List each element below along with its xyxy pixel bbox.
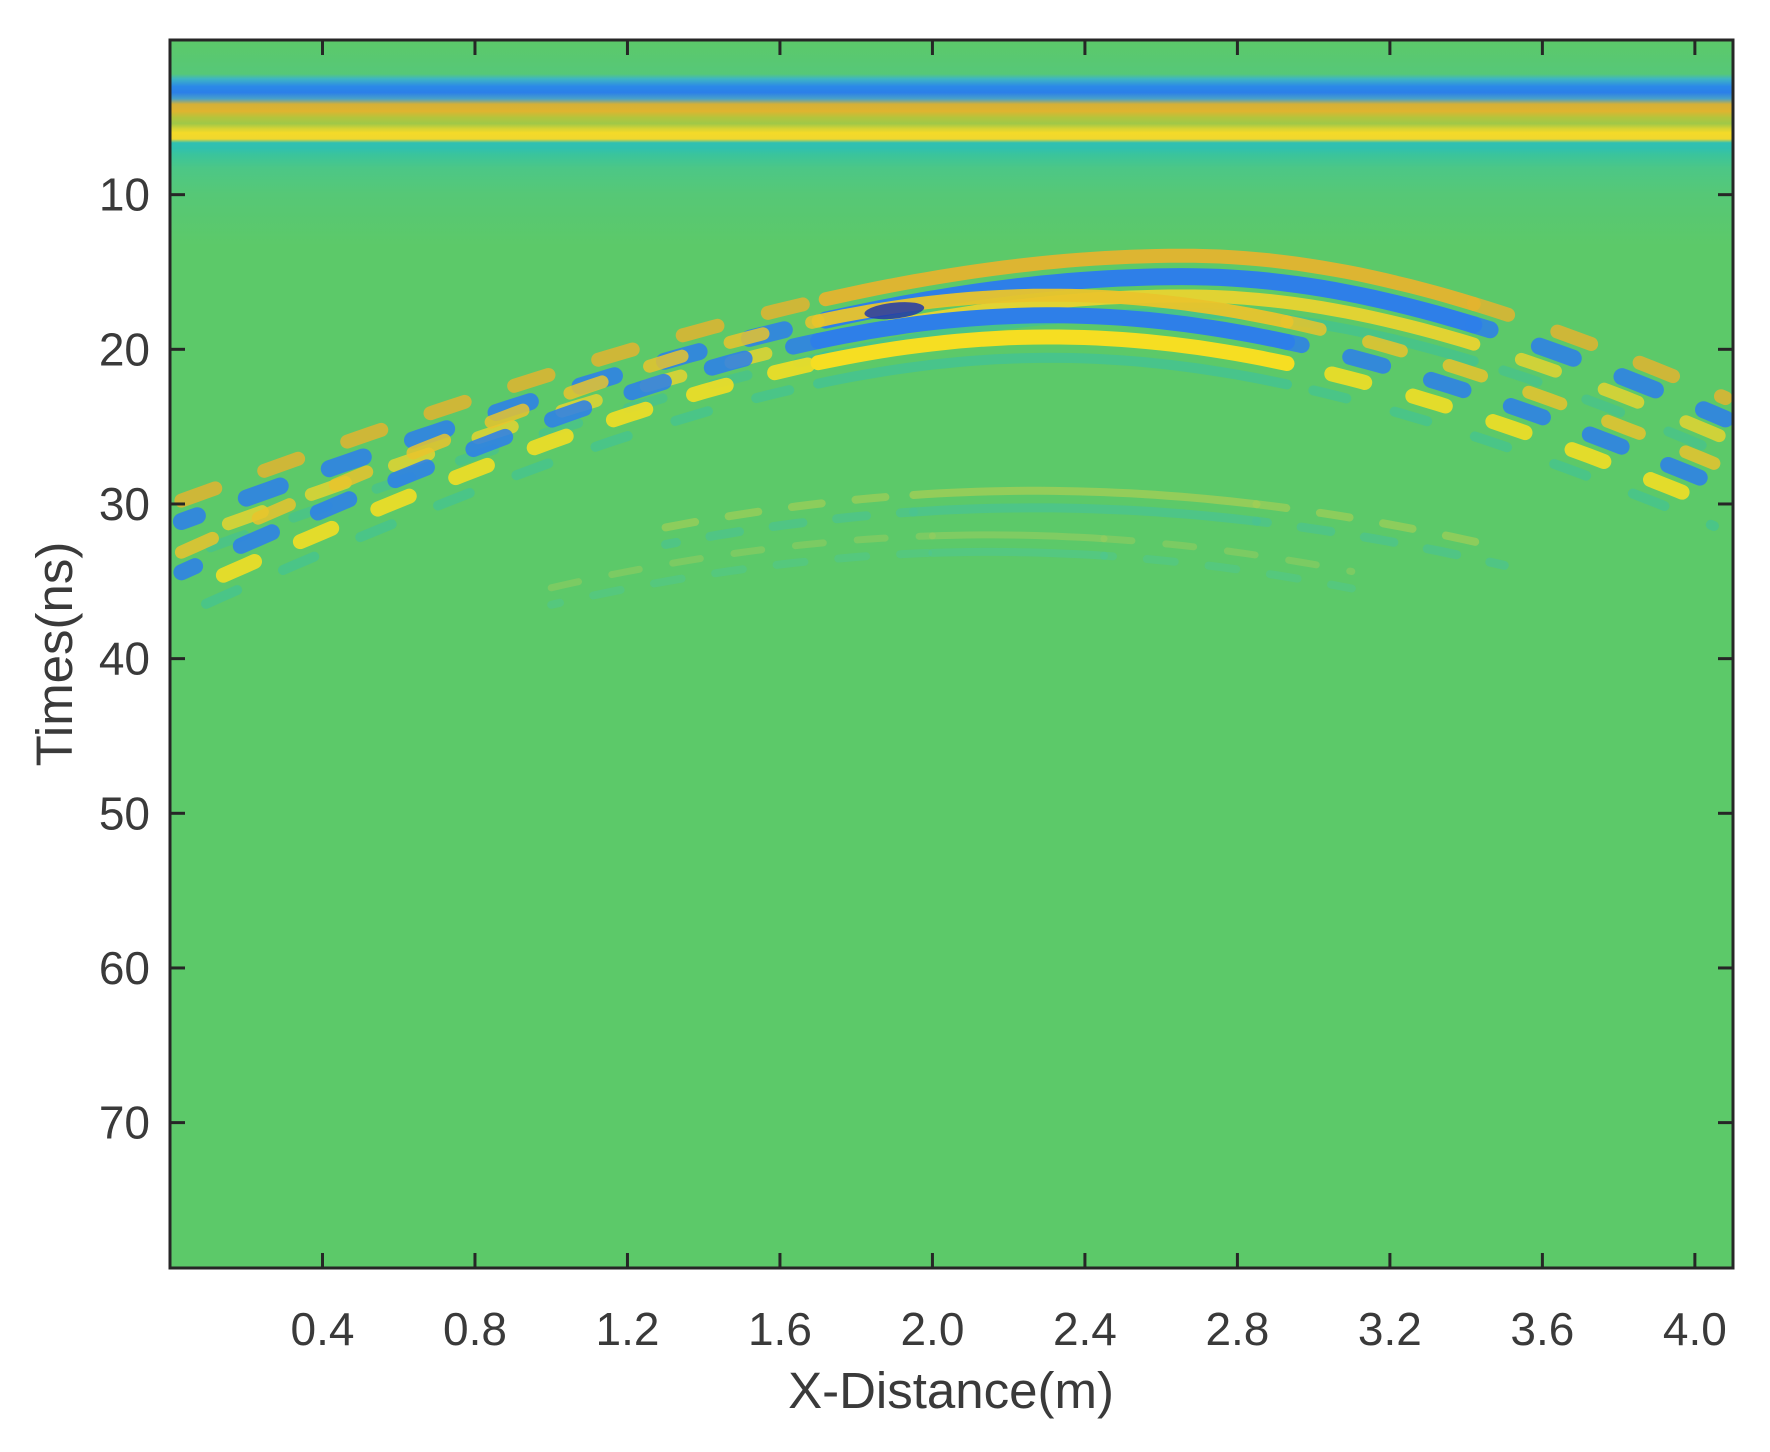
- x-tick-label: 1.6: [748, 1303, 812, 1355]
- primary-diffraction-wavelet-layer: [1467, 337, 1732, 445]
- primary-diffraction-wavelet-layer: [818, 248, 1481, 311]
- secondary-diffraction-wavelet-layer: [1280, 315, 1721, 470]
- axes-border: [168, 38, 1735, 1270]
- x-tick-label: 3.6: [1510, 1303, 1574, 1355]
- primary-diffraction-wavelet-layer: [174, 292, 833, 508]
- ghost-arc-2: [547, 531, 1356, 609]
- x-axis-title: X-Distance(m): [788, 1362, 1114, 1419]
- ghost-arc-2-wavelet-layer: [1100, 551, 1356, 593]
- secondary-diffraction-wavelet-layer: [173, 333, 827, 581]
- secondary-diffraction-wavelet-layer: [810, 307, 1295, 350]
- secondary-diffraction-wavelet-layer: [810, 329, 1295, 371]
- x-tick-label: 0.8: [443, 1303, 507, 1355]
- y-tick-label: 50: [99, 787, 150, 839]
- ghost-arc-1-wavelet-layer: [1252, 516, 1509, 570]
- secondary-diffraction-wavelet-layer: [1282, 379, 1719, 531]
- ghost-arc-1-wavelet-layer: [908, 503, 1261, 526]
- ghost-arc-2-wavelet-layer: [547, 548, 937, 609]
- primary-diffraction-wavelet-layer: [1468, 356, 1731, 461]
- secondary-diffraction-wavelet-layer: [173, 355, 826, 602]
- secondary-diffraction-wavelet-layer: [174, 314, 825, 559]
- secondary-diffraction-wavelet-layer: [1279, 356, 1722, 513]
- y-tick-label: 60: [99, 942, 150, 994]
- ghost-arc-1: [661, 486, 1509, 570]
- secondary-diffraction-wavelet-layer: [176, 378, 824, 620]
- ghost-arc-2-wavelet-layer: [1100, 535, 1356, 575]
- x-tick-label: 4.0: [1663, 1303, 1727, 1355]
- primary-diffraction-wavelet-layer: [172, 311, 835, 530]
- x-tick-label: 0.4: [291, 1303, 355, 1355]
- x-tick-label: 3.2: [1358, 1303, 1422, 1355]
- hyperbola-crossing-spot: [864, 302, 925, 320]
- ghost-arc-2-wavelet-layer: [928, 531, 1108, 543]
- y-tick-label: 30: [99, 478, 150, 530]
- ghost-arc-1-wavelet-layer: [909, 486, 1261, 509]
- x-tick-label: 2.0: [900, 1303, 964, 1355]
- y-tick-label: 20: [99, 323, 150, 375]
- plot-content: [170, 40, 1733, 620]
- y-tick-label: 10: [99, 169, 150, 221]
- y-tick-label: 70: [99, 1097, 150, 1149]
- ghost-arc-1-wavelet-layer: [661, 507, 918, 549]
- ghost-arc-2-wavelet-layer: [928, 547, 1108, 560]
- ghost-arc-1-wavelet-layer: [661, 491, 918, 532]
- y-tick-label: 40: [99, 633, 150, 685]
- ghost-arc-2-wavelet-layer: [547, 532, 936, 592]
- secondary-diffraction-wavelet-layer: [813, 352, 1292, 390]
- ghost-arc-1-wavelet-layer: [1252, 500, 1509, 553]
- x-tick-label: 2.4: [1053, 1303, 1117, 1355]
- direct-wave-bands: [170, 40, 1733, 246]
- secondary-diffraction-wavelet-layer: [1279, 333, 1722, 492]
- x-tick-label: 1.2: [595, 1303, 659, 1355]
- y-axis-title: Times(ns): [26, 542, 83, 767]
- x-tick-label: 2.8: [1205, 1303, 1269, 1355]
- generated-plot-content: 0.4 0.8 1.2 1.6 2.0 2.4 2.8 3.2 3.6 4.0 10 20 30 40 50…: [99, 38, 1735, 1355]
